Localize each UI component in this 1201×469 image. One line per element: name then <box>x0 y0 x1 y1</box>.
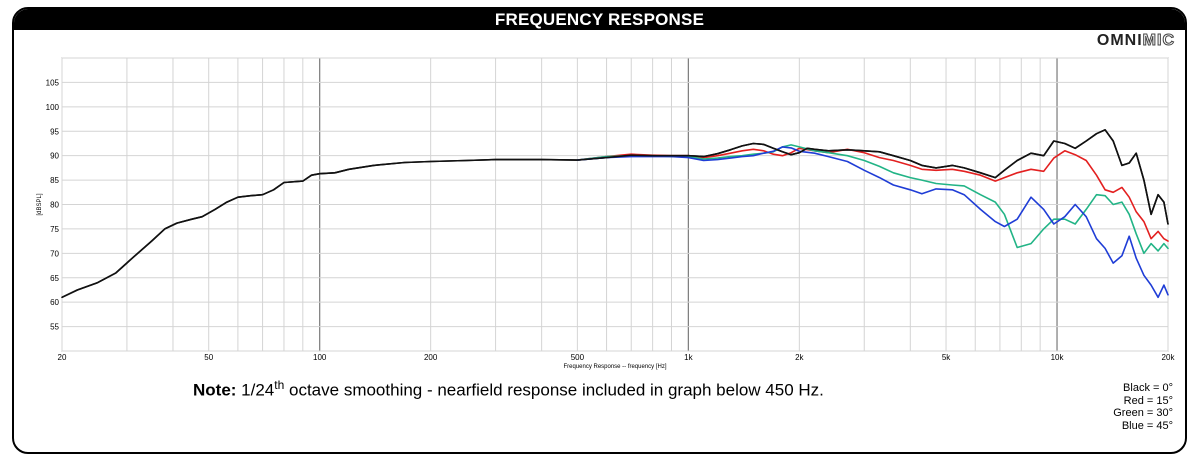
x-tick-label: 100 <box>313 353 327 362</box>
y-axis-title: [dBSPL] <box>37 193 43 215</box>
note-sup: th <box>274 378 285 392</box>
logo-text-mic: MIC <box>1142 32 1175 50</box>
omnimic-logo: OMNIMIC <box>1097 32 1175 50</box>
x-tick-label: 50 <box>204 353 213 362</box>
legend-item-red: Red = 15° <box>1123 394 1173 407</box>
legend-item-black: Black = 0° <box>1123 382 1173 394</box>
series-line-1 <box>576 147 1169 242</box>
legend-item-green: Green = 30° <box>1113 407 1173 419</box>
chart-title: FREQUENCY RESPONSE <box>14 9 1185 30</box>
x-tick-label: 20 <box>58 353 67 362</box>
y-tick-label: 95 <box>50 127 59 136</box>
legend: Black = 0° Red = 15° Green = 30° Blue = … <box>1113 382 1173 432</box>
note-text-after: octave smoothing - nearfield response in… <box>284 380 824 400</box>
x-tick-label: 2k <box>795 353 804 362</box>
note-text: Note: 1/24th octave smoothing - nearfiel… <box>193 378 824 401</box>
x-tick-label: 10k <box>1051 353 1065 362</box>
series-line-0-top <box>61 129 1169 299</box>
y-tick-label: 90 <box>50 152 59 161</box>
series-line-3 <box>576 146 1169 299</box>
x-tick-label: 500 <box>571 353 585 362</box>
y-tick-label: 55 <box>50 323 59 332</box>
note-label: Note: <box>193 380 237 400</box>
x-tick-label: 20k <box>1162 353 1176 362</box>
y-tick-label: 100 <box>46 103 60 112</box>
series-line-2 <box>576 144 1169 255</box>
legend-item-blue: Blue = 45° <box>1121 419 1173 432</box>
y-tick-label: 85 <box>50 176 59 185</box>
logo-text-omni: OMNI <box>1096 32 1143 49</box>
note-text-before: 1/24 <box>236 380 275 400</box>
y-tick-label: 65 <box>50 274 59 283</box>
y-tick-label: 60 <box>50 298 59 307</box>
x-tick-label: 1k <box>684 353 693 362</box>
y-tick-label: 105 <box>46 78 60 87</box>
x-axis-title: Frequency Response -- frequency [Hz] <box>563 364 666 370</box>
y-tick-label: 70 <box>50 249 59 258</box>
y-tick-label: 80 <box>50 201 59 210</box>
x-tick-label: 200 <box>424 353 438 362</box>
y-tick-label: 75 <box>50 225 59 234</box>
x-tick-label: 5k <box>942 353 951 362</box>
